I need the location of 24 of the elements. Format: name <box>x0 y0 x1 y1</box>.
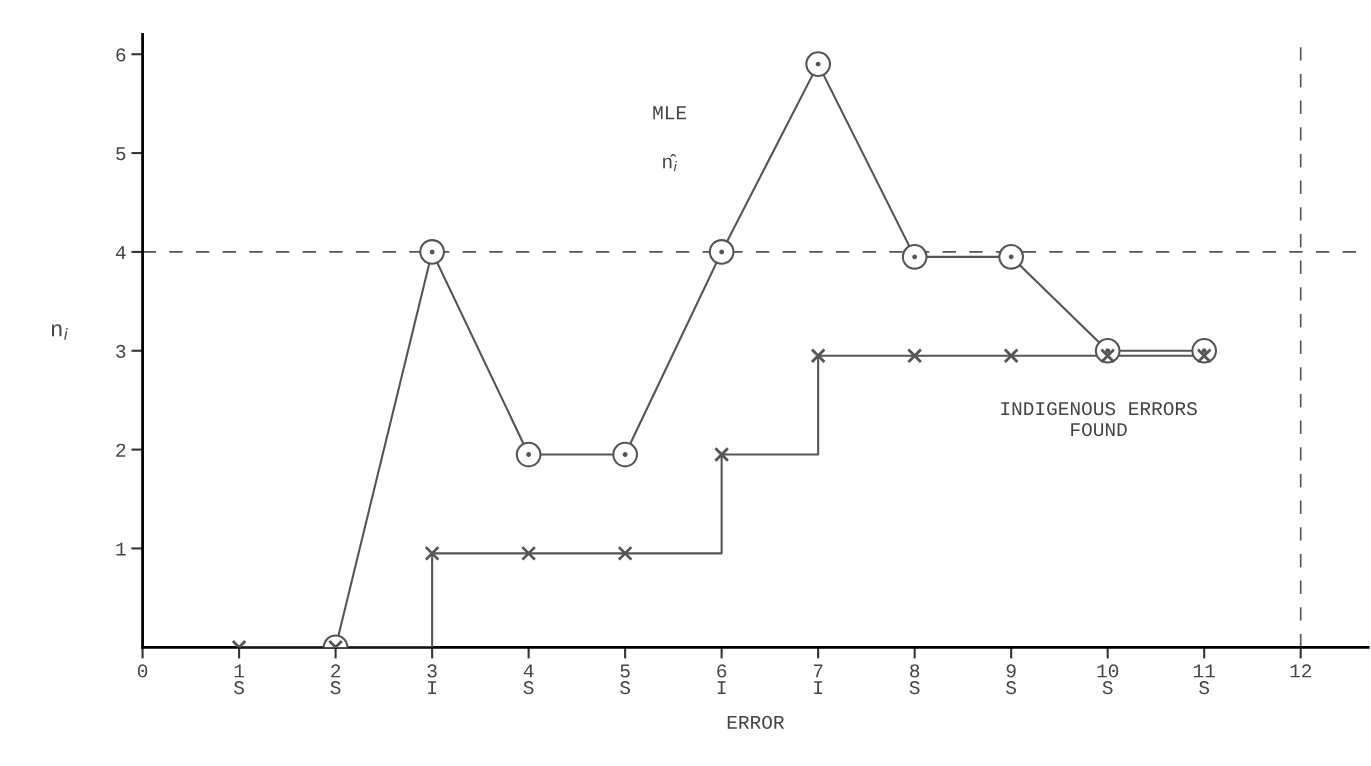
x-tick-label: 8 S <box>909 664 920 695</box>
x-tick-label: 10 S <box>1097 664 1119 695</box>
annotation: n̂$_{i}$ <box>663 153 678 172</box>
x-tick-label: 2 S <box>330 664 341 695</box>
x-tick-label: 7 I <box>813 664 823 695</box>
x-tick-label: 3 I <box>427 664 437 695</box>
y-tick-label: 1 <box>116 542 126 556</box>
x-axis-title: ERROR <box>727 715 785 730</box>
x-tick-label: 0 <box>137 664 148 678</box>
y-tick-label: 3 <box>116 344 126 358</box>
x-tick-label: 9 S <box>1006 664 1017 695</box>
y-axis-title: n$_{i}$ <box>51 324 68 340</box>
x-tick-label: 12 <box>1290 664 1311 678</box>
x-tick-label: 4 S <box>523 664 534 695</box>
x-tick-label: 5 S <box>620 664 631 695</box>
y-tick-label: 4 <box>115 246 126 259</box>
x-tick-label: 11 S <box>1193 664 1215 695</box>
annotation: MLE <box>653 106 687 120</box>
x-tick-label: 1 S <box>234 664 244 695</box>
y-tick-label: 5 <box>116 147 126 161</box>
annotation: INDIGENOUS ERRORS FOUND <box>1001 402 1197 437</box>
x-tick-label: 6 I <box>717 664 727 695</box>
y-tick-label: 2 <box>116 443 126 457</box>
y-tick-label: 6 <box>116 48 126 62</box>
